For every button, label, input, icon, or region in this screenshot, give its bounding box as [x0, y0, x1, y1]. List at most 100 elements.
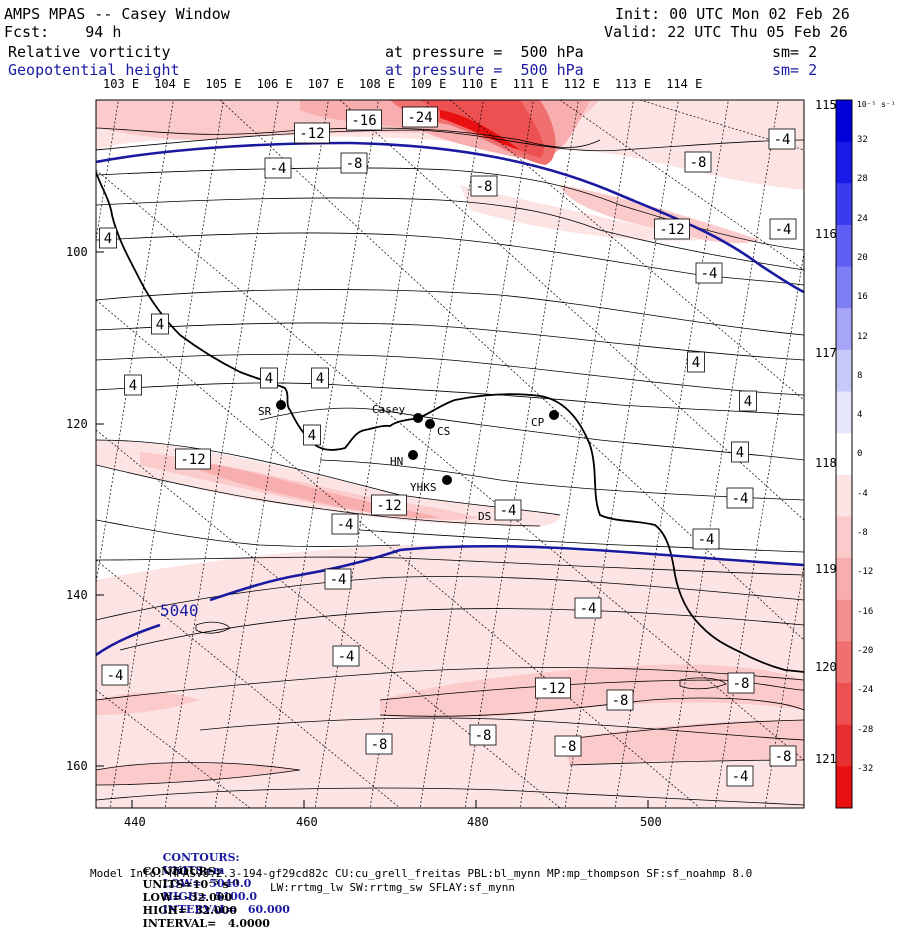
- contour-label: -4: [338, 649, 355, 665]
- contour-label: 4: [736, 445, 744, 461]
- station-label-yhks: YHKS: [410, 481, 437, 494]
- station-label-cp: CP: [531, 416, 545, 429]
- colorbar-tick: -24: [857, 685, 874, 696]
- colorbar-swatch: [836, 433, 852, 476]
- field2-level: at pressure = 500 hPa: [385, 61, 584, 79]
- contour-label-box: [684, 151, 712, 173]
- geopotential-height-contours: [96, 141, 804, 657]
- colorbar-swatch: [836, 141, 852, 184]
- contour-label: 4: [129, 378, 137, 394]
- field1-name: Relative vorticity: [8, 43, 171, 61]
- station-label-ds: DS: [478, 510, 491, 523]
- colorbar-tick: 0: [857, 449, 863, 460]
- station-dot-hn: [408, 450, 418, 460]
- map-plot-area: [96, 100, 804, 808]
- contour-label-box: [695, 262, 723, 284]
- contour-label-box: [654, 218, 690, 240]
- contour-label: 4: [156, 317, 164, 333]
- top-lon-label: 114 E: [666, 77, 703, 91]
- contour-label: -12: [659, 222, 684, 238]
- y-tick-160: 160: [66, 759, 88, 773]
- contour-label: -4: [775, 222, 792, 238]
- contour-label: -4: [701, 266, 718, 282]
- x-tick-460: 460: [296, 815, 318, 829]
- colorbar-tick: 20: [857, 252, 868, 263]
- x-tick-440: 440: [124, 815, 146, 829]
- plot-frame: [95, 99, 805, 809]
- contour-label: -12: [299, 126, 324, 142]
- contour-label: -4: [732, 769, 749, 785]
- colorbar-tick: -28: [857, 724, 874, 735]
- colorbar-swatch: [836, 683, 852, 726]
- field1-level: at pressure = 500 hPa: [385, 43, 584, 61]
- footer-line2-label: CONTOURS:: [142, 865, 220, 878]
- contour-label: -4: [330, 572, 347, 588]
- footer-line1-label: CONTOURS:: [162, 851, 240, 864]
- contour-label-box: [402, 106, 438, 128]
- contour-label-box: [346, 109, 382, 131]
- contour-label: -16: [351, 113, 376, 129]
- contour-label-box: [99, 227, 117, 249]
- contour-label-box: [726, 487, 754, 509]
- vorticity-contours: [96, 127, 804, 806]
- contour-label-box: [768, 128, 796, 150]
- contour-label-box: [574, 597, 602, 619]
- contour-label-box: [469, 724, 497, 746]
- colorbar-tick: -8: [857, 528, 868, 538]
- station-label-cs: CS: [437, 425, 450, 438]
- field2-name: Geopotential height: [8, 61, 180, 79]
- height-contour-label: 5040: [160, 601, 199, 620]
- contour-label-box: [324, 568, 352, 590]
- footer-line2-interval: INTERVAL= 4.0000: [142, 917, 270, 930]
- colorbar-swatch: [836, 516, 852, 559]
- vorticity-contour-labels: -16 -24 -12 -8 -4 -8 -8 -12 -4 -4 -4 4 4 4 4 4 4 4 4 4 -12 -1…: [99, 106, 797, 787]
- station-dot-casey: [413, 413, 423, 423]
- x-tick-480: 480: [467, 815, 489, 829]
- axis-ticks: [96, 251, 649, 808]
- station-labels: SR Casey CS HN CP YHKS DS: [258, 403, 545, 523]
- contour-label: -4: [500, 503, 517, 519]
- stations: [276, 400, 559, 514]
- colorbar-tick: 8: [857, 370, 863, 381]
- field2-smoothing: sm= 2: [772, 61, 818, 79]
- y-tick-140: 140: [66, 588, 88, 602]
- colorbar-tick: 24: [857, 213, 868, 224]
- top-lon-label: 104 E: [154, 77, 191, 91]
- contour-label: -4: [270, 161, 287, 177]
- colorbar-swatch: [836, 599, 852, 642]
- valid-time: Valid: 22 UTC Thu 05 Feb 26: [604, 23, 848, 41]
- colorbar-tick: -16: [857, 606, 874, 617]
- colorbar-units: 10⁻⁵ s⁻¹: [857, 100, 896, 109]
- field1-smoothing: sm= 2: [772, 43, 818, 61]
- contour-label: -4: [337, 517, 354, 533]
- y-tick-100: 100: [66, 245, 88, 259]
- contour-label: -12: [376, 498, 401, 514]
- contour-label-box: [692, 528, 720, 550]
- y-tick-120: 120: [66, 417, 88, 431]
- station-label-sr: SR: [258, 405, 272, 418]
- footer-line2-high: HIGH= 32.000: [142, 904, 237, 917]
- footer-line1-low: LOW= 5040.0: [162, 877, 252, 890]
- contour-label: -8: [476, 179, 493, 195]
- top-lon-label: 110 E: [461, 77, 498, 91]
- footer-line1-units: UNITS=m: [162, 864, 225, 877]
- colorbar-swatch: [836, 183, 852, 226]
- contour-label: -12: [180, 452, 205, 468]
- colorbar-frame: [835, 99, 853, 809]
- contour-label-box: [175, 448, 211, 470]
- contour-label: -4: [580, 601, 597, 617]
- colorbar-tick: 4: [857, 410, 863, 421]
- station-dot-cs: [425, 419, 435, 429]
- colorbar-swatch: [836, 308, 852, 351]
- station-label-hn: HN: [390, 455, 403, 468]
- contour-label: 4: [265, 371, 273, 387]
- colorbar-swatch: [836, 349, 852, 393]
- model-info-2: LW:rrtmg_lw SW:rrtmg_sw SFLAY:sf_mynn: [270, 881, 516, 894]
- map-svg: SR Casey CS HN CP YHKS DS 5040 -16 -24 -12…: [66, 99, 896, 829]
- top-lon-label: 109 E: [410, 77, 447, 91]
- contour-label-box: [332, 645, 360, 667]
- contour-label: 4: [692, 355, 700, 371]
- colorbar-swatch: [836, 474, 852, 517]
- contour-label: -4: [732, 491, 749, 507]
- colorbar-swatch: [836, 224, 852, 268]
